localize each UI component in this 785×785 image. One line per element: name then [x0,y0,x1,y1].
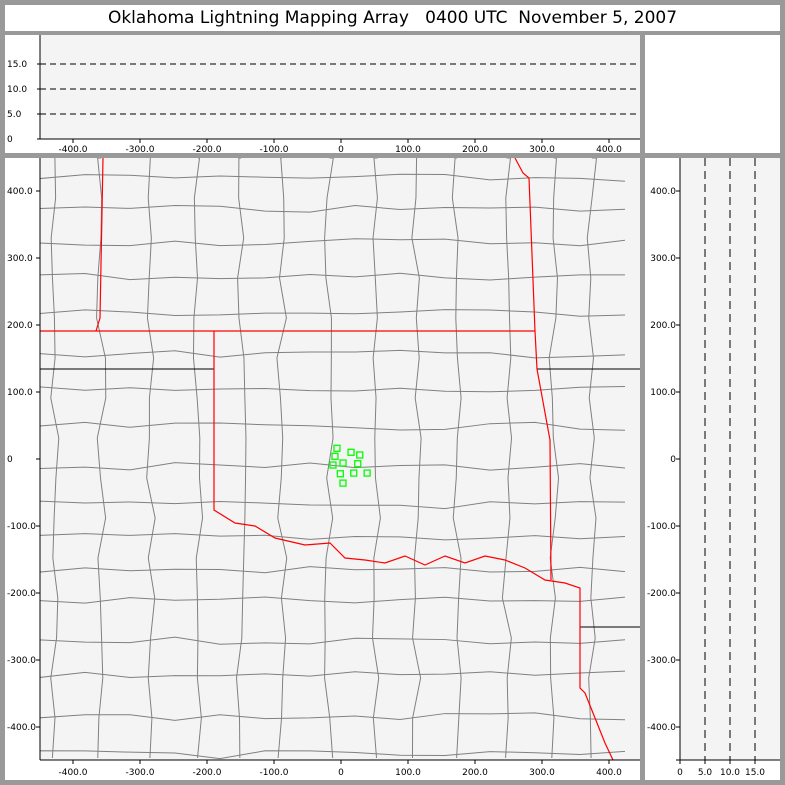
y-tick-label: 100.0 [650,388,676,398]
county-line [39,173,626,182]
y-tick-label: 100.0 [7,388,33,398]
y-tick-label: -100.0 [7,522,36,532]
histogram-panel [645,35,780,153]
state-boundary-line [40,368,640,628]
y-tick-label: 10.0 [7,85,27,95]
county-line [39,238,626,247]
x-tick-label: 0 [338,768,344,778]
x-tick-label: -100.0 [259,145,288,153]
county-line [39,272,626,281]
county-line [39,533,626,541]
county-line [276,157,288,759]
y-tick-label: 300.0 [650,254,676,264]
county-line [50,157,60,759]
y-tick-label: 15.0 [7,60,27,70]
county-line [39,386,626,393]
lightning-source-marker [363,469,371,477]
county-line [39,566,626,574]
x-tick-label: 100.0 [395,145,421,153]
y-tick-label: 5.0 [7,110,22,120]
x-tick-label: 200.0 [462,145,488,153]
altitude-x-plot: 0 5.0 10.0 15.0 -400.0 -300.0 -200.0 -100.0 0 100… [7,35,640,155]
y-tick-label: 0 [7,455,13,465]
x-tick-label: 0 [338,145,344,153]
x-tick-label: 400.0 [596,768,622,778]
county-line [39,349,626,359]
page-title: Oklahoma Lightning Mapping Array 0400 UT… [5,5,780,31]
county-line [39,421,626,431]
lightning-source-marker [350,469,358,477]
county-line [586,157,598,759]
x-tick-label: 200.0 [462,768,488,778]
altitude-vs-y-panel: 0 5.0 10.0 15.0 400.0 300.0 200.0 100.0 0 -100.0 -… [645,158,780,780]
y-tick-label: 400.0 [650,187,676,197]
y-tick-label: 400.0 [7,187,33,197]
county-line [39,596,626,604]
county-line [324,157,334,759]
lightning-source-marker [354,460,362,468]
map-area [40,158,640,760]
x-tick-label: 0 [677,768,683,778]
y-tick-label: 300.0 [7,254,33,264]
x-tick-label: 300.0 [529,768,555,778]
county-line [451,157,462,759]
lightning-source-marker [331,452,339,460]
x-tick-label: -100.0 [259,768,288,778]
y-tick-label: -400.0 [7,723,36,733]
y-tick-label: 0 [7,135,13,145]
red-river-border [213,331,614,761]
state-border [40,157,552,581]
county-line [39,500,626,510]
y-tick-label: 0 [670,455,676,465]
lightning-source-marker [347,448,355,456]
x-tick-label: -300.0 [125,145,154,153]
x-tick-label: 15.0 [745,768,765,778]
county-line [39,462,626,471]
lightning-source-marker [339,459,347,467]
county-line [146,157,156,759]
x-tick-label: -400.0 [58,768,87,778]
x-tick-label: 10.0 [720,768,740,778]
x-tick-label: 100.0 [395,768,421,778]
plan-view-map: 400.0 300.0 200.0 100.0 0 -100.0 -200.0 -300.0 -… [7,157,640,778]
altitude-y-plot: 0 5.0 10.0 15.0 400.0 300.0 200.0 100.0 0 -100.0 -… [647,158,780,778]
y-tick-label: -300.0 [7,656,36,666]
x-tick-label: 300.0 [529,145,555,153]
x-tick-label: -200.0 [192,145,221,153]
county-line [411,157,422,759]
lightning-source-marker [333,444,341,452]
y-tick-label: -200.0 [7,589,36,599]
plan-view-panel: 400.0 300.0 200.0 100.0 0 -100.0 -200.0 -300.0 -… [5,157,640,780]
y-tick-label: -100.0 [647,522,676,532]
lightning-source-marker [356,451,364,459]
county-borders [39,157,626,760]
y-tick-label: -400.0 [647,723,676,733]
lightning-source-marker [339,479,347,487]
y-tick-label: -200.0 [647,589,676,599]
county-line [39,636,626,645]
county-line [371,157,381,759]
lightning-source-marker [336,470,344,478]
x-tick-label: -200.0 [192,768,221,778]
y-tick-label: 200.0 [7,321,33,331]
x-tick-label: 5.0 [698,768,713,778]
county-line [39,204,626,213]
county-line [236,157,247,759]
lightning-source-marker [329,461,337,469]
x-tick-label: 400.0 [596,145,622,153]
altitude-vs-x-panel: 0 5.0 10.0 15.0 -400.0 -300.0 -200.0 -100.0 0 100… [5,35,640,155]
county-line [39,712,626,721]
x-tick-label: -400.0 [58,145,87,153]
y-tick-label: -300.0 [647,656,676,666]
county-line [548,157,560,759]
plot-area [40,35,640,139]
county-line [39,750,626,760]
y-tick-label: 200.0 [650,321,676,331]
county-line [501,157,513,759]
county-line [192,157,204,759]
county-line [39,670,626,678]
x-tick-label: -300.0 [125,768,154,778]
